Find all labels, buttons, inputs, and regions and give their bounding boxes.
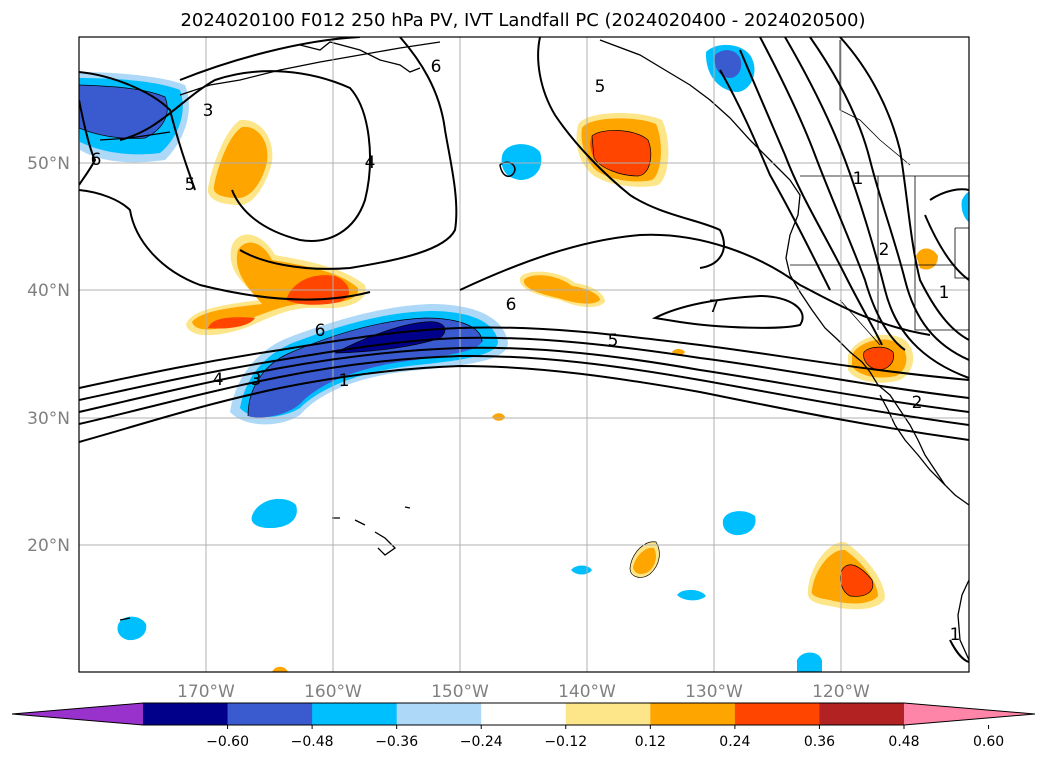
colorbar-segment xyxy=(565,703,651,725)
map-area: 6 3 5 4 6 5 4 3 1 6 6 5 7 2 2 1 1 1 xyxy=(79,37,969,672)
lon-label: 140°W xyxy=(558,682,616,702)
colorbar-tick-label: −0.12 xyxy=(544,734,587,750)
contour-label: 6 xyxy=(431,57,442,77)
colorbar-tick-label: −0.60 xyxy=(206,734,249,750)
colorbar-segment xyxy=(143,703,229,725)
contour-label: 4 xyxy=(213,370,224,390)
lat-label: 40°N xyxy=(27,281,70,301)
latitude-labels: 50°N 40°N 30°N 20°N xyxy=(27,154,70,556)
contour-labels: 6 3 5 4 6 5 4 3 1 6 6 5 7 2 2 1 1 1 xyxy=(91,57,961,645)
colorbar-tick-label: −0.24 xyxy=(460,734,503,750)
colorbar-extend-low xyxy=(12,703,143,725)
contour-label: 5 xyxy=(595,77,606,97)
positive-anomaly-fills xyxy=(186,113,938,672)
contour-label: 3 xyxy=(203,101,214,121)
map-frame xyxy=(78,36,970,673)
lon-label: 150°W xyxy=(431,682,489,702)
contour-label: 2 xyxy=(879,240,890,260)
contour-label: 1 xyxy=(339,371,350,391)
colorbar-tick-label: 0.60 xyxy=(973,734,1004,750)
longitude-labels: 170°W 160°W 150°W 140°W 130°W 120°W xyxy=(177,682,870,702)
colorbar-segment xyxy=(481,703,567,725)
contour-label: 3 xyxy=(251,370,262,390)
colorbar-segment xyxy=(312,703,398,725)
colorbar-tick-label: 0.24 xyxy=(719,734,750,750)
colorbar-extend-high xyxy=(904,703,1035,725)
lat-label: 30°N xyxy=(27,409,70,429)
contour-label: 2 xyxy=(912,393,923,413)
colorbar-outline xyxy=(11,702,1036,726)
colorbar-segment xyxy=(396,703,482,725)
gridlines xyxy=(79,37,969,672)
contour-label: 6 xyxy=(506,295,517,315)
contour-label: 6 xyxy=(315,321,326,341)
lon-label: 120°W xyxy=(812,682,870,702)
ivt-contours xyxy=(79,37,969,663)
contour-label: 1 xyxy=(939,283,950,303)
lon-label: 170°W xyxy=(177,682,235,702)
contour-label: 5 xyxy=(608,331,619,351)
contour-label: 1 xyxy=(853,169,864,189)
colorbar-segment xyxy=(734,703,820,725)
figure-title: 2024020100 F012 250 hPa PV, IVT Landfall… xyxy=(180,10,865,31)
negative-anomaly-fills xyxy=(79,44,969,672)
lon-label: 130°W xyxy=(685,682,743,702)
contour-label: 7 xyxy=(709,297,720,317)
colorbar-tick-label: −0.48 xyxy=(291,734,334,750)
contour-label: 6 xyxy=(91,150,102,170)
lat-label: 20°N xyxy=(27,536,70,556)
contour-label: 1 xyxy=(950,625,961,645)
colorbar-segment xyxy=(819,703,905,725)
colorbar-tick-label: 0.36 xyxy=(804,734,835,750)
colorbar-tick-label: −0.36 xyxy=(375,734,418,750)
colorbar-segment xyxy=(650,703,736,725)
colorbar-tick-label: 0.48 xyxy=(888,734,919,750)
contour-label: 4 xyxy=(365,153,376,173)
contour-label: 5 xyxy=(185,175,196,195)
coastlines xyxy=(99,39,969,661)
lon-label: 160°W xyxy=(304,682,362,702)
lat-label: 50°N xyxy=(27,154,70,174)
colorbar: −0.60 −0.48 −0.36 −0.24 −0.12 0.12 0.24 0.36 0.4… xyxy=(11,702,1036,750)
colorbar-segment xyxy=(227,703,313,725)
colorbar-tick-label: 0.12 xyxy=(635,734,666,750)
